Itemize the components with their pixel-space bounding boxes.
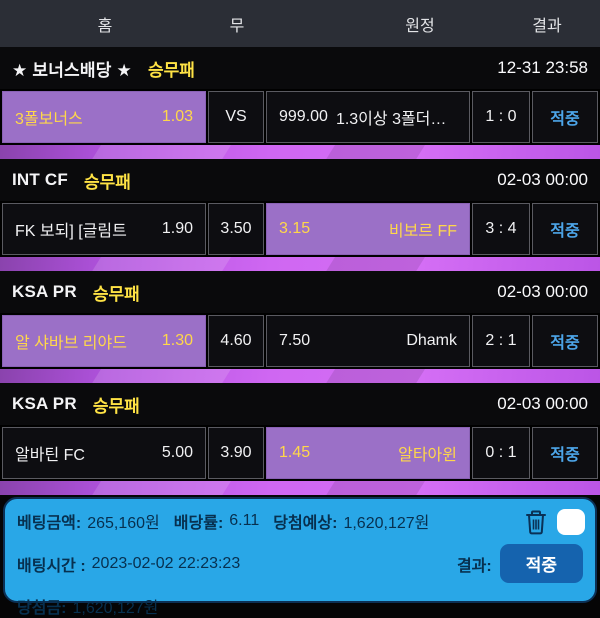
away-team-name: Dhamk [406, 332, 457, 349]
purple-divider [0, 369, 600, 383]
column-header-home: 홈 [97, 17, 113, 35]
expected-win-value: 1,620,127원 [343, 515, 430, 532]
score-cell: 1 : 0 [472, 91, 530, 143]
prize-value: 1,620,127원 [72, 600, 159, 617]
away-team-name: 1.3이상 3폴더이상 [335, 111, 457, 128]
draw-odds: VS [225, 108, 247, 125]
home-odds: 1.90 [161, 220, 193, 237]
score: 3 : 4 [485, 220, 517, 237]
draw-cell[interactable]: 3.50 [208, 203, 264, 255]
match-row: 알바틴 FC 5.00 3.90 1.45 알타아윈 0 : 1 적중 [0, 425, 600, 481]
bet-time-line: 배팅시간 : 2023-02-02 22:23:23 결과: 적중 [17, 544, 583, 583]
result-status: 적중 [550, 335, 580, 352]
draw-cell[interactable]: 3.90 [208, 427, 264, 479]
match-time: 02-03 00:00 [497, 282, 588, 301]
bet-summary-panel: 베팅금액: 265,160원 배당률: 6.11 당첨예상: 1,620,127… [3, 497, 597, 617]
section-header-bonus: ★ 보너스배당 ★ 승무패 12-31 23:58 [0, 47, 600, 89]
column-header-bar: 홈 무 원정 결과 [0, 0, 600, 47]
score: 0 : 1 [485, 444, 517, 461]
home-team-name: 알바틴 FC [15, 447, 85, 464]
purple-divider [0, 145, 600, 159]
home-odds: 1.30 [161, 332, 193, 349]
score-cell: 3 : 4 [472, 203, 530, 255]
draw-cell[interactable]: VS [208, 91, 264, 143]
total-odds-label: 배당률: [173, 515, 224, 532]
bet-type-label: 승무패 [83, 172, 131, 192]
league-name: KSA PR [12, 394, 77, 413]
league-name: INT CF [12, 170, 68, 189]
away-team-name: 비보르 FF [388, 223, 457, 240]
league-name: KSA PR [12, 282, 77, 301]
away-pick-cell[interactable]: 3.15 비보르 FF [266, 203, 470, 255]
away-team-name: 알타아윈 [398, 447, 457, 464]
bet-amount-line: 베팅금액: 265,160원 배당률: 6.11 당첨예상: 1,620,127… [17, 509, 583, 533]
column-header-draw: 무 [229, 17, 245, 35]
away-cell[interactable]: 999.00 1.3이상 3폴더이상 [266, 91, 470, 143]
prize-label: 당첨금: [17, 600, 67, 617]
result-label: 결과: [456, 557, 492, 575]
home-team-name: 알 샤바브 리야드 [15, 335, 127, 352]
bet-time-label: 배팅시간 : [17, 557, 86, 575]
bet-time-value: 2023-02-02 22:23:23 [91, 554, 241, 572]
score: 2 : 1 [485, 332, 517, 349]
result-status: 적중 [550, 111, 580, 128]
draw-odds: 4.60 [220, 332, 252, 349]
home-odds: 1.03 [161, 108, 193, 125]
result-cell: 적중 [532, 315, 598, 367]
away-odds: 999.00 [279, 108, 328, 125]
purple-divider [0, 481, 600, 495]
home-team-name: 3폴보너스 [15, 111, 83, 128]
match-time: 02-03 00:00 [497, 394, 588, 413]
match-row: FK 보되] [글림트 1.90 3.50 3.15 비보르 FF 3 : 4 … [0, 201, 600, 257]
bet-type-label: 승무패 [147, 60, 195, 80]
select-checkbox[interactable] [557, 509, 585, 535]
away-odds: 1.45 [279, 444, 311, 461]
result-button[interactable]: 적중 [499, 544, 583, 583]
match-row: 3폴보너스 1.03 VS 999.00 1.3이상 3폴더이상 1 : 0 적… [0, 89, 600, 145]
section-header-ksapr-2: KSA PR 승무패 02-03 00:00 [0, 383, 600, 425]
expected-win-label: 당첨예상: [273, 515, 338, 532]
result-status: 적중 [550, 223, 580, 240]
home-team-name: FK 보되] [글림트 [15, 223, 127, 240]
column-header-result: 결과 [532, 17, 562, 35]
draw-odds: 3.90 [220, 444, 252, 461]
draw-cell[interactable]: 4.60 [208, 315, 264, 367]
total-odds-value: 6.11 [229, 512, 260, 529]
away-cell[interactable]: 7.50 Dhamk [266, 315, 470, 367]
score-cell: 0 : 1 [472, 427, 530, 479]
match-time: 02-03 00:00 [497, 170, 588, 189]
away-odds: 3.15 [279, 220, 311, 237]
home-pick-cell[interactable]: 3폴보너스 1.03 [2, 91, 206, 143]
bet-amount-value: 265,160원 [87, 515, 160, 532]
result-cell: 적중 [532, 203, 598, 255]
prize-line: 당첨금: 1,620,127원 [17, 594, 583, 618]
section-header-ksapr-1: KSA PR 승무패 02-03 00:00 [0, 271, 600, 313]
away-pick-cell[interactable]: 1.45 알타아윈 [266, 427, 470, 479]
league-name: ★ 보너스배당 ★ [12, 60, 132, 80]
draw-odds: 3.50 [220, 220, 252, 237]
bet-type-label: 승무패 [92, 284, 140, 304]
purple-divider [0, 257, 600, 271]
home-odds: 5.00 [161, 444, 193, 461]
home-cell[interactable]: FK 보되] [글림트 1.90 [2, 203, 206, 255]
home-cell[interactable]: 알바틴 FC 5.00 [2, 427, 206, 479]
section-header-intcf: INT CF 승무패 02-03 00:00 [0, 159, 600, 201]
score: 1 : 0 [485, 108, 517, 125]
result-cell: 적중 [532, 427, 598, 479]
away-odds: 7.50 [279, 332, 311, 349]
home-pick-cell[interactable]: 알 샤바브 리야드 1.30 [2, 315, 206, 367]
column-header-away: 원정 [405, 17, 435, 35]
result-status: 적중 [550, 447, 580, 464]
match-time: 12-31 23:58 [497, 58, 588, 77]
bet-amount-label: 베팅금액: [17, 515, 82, 532]
match-row: 알 샤바브 리야드 1.30 4.60 7.50 Dhamk 2 : 1 적중 [0, 313, 600, 369]
result-cell: 적중 [532, 91, 598, 143]
trash-icon[interactable] [524, 509, 548, 535]
score-cell: 2 : 1 [472, 315, 530, 367]
bet-type-label: 승무패 [92, 396, 140, 416]
